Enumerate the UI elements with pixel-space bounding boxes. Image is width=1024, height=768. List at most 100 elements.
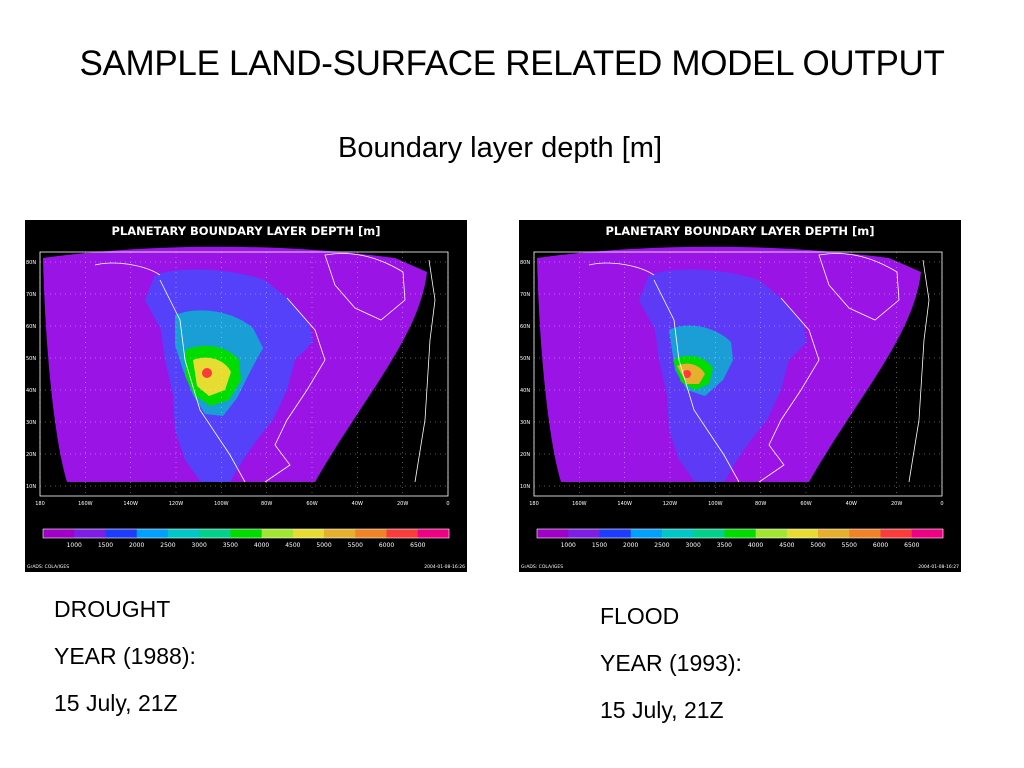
colorbar-label: 5000	[810, 542, 825, 549]
colorbar-segment	[911, 529, 944, 538]
footer-right: 2004-01-08-16:27	[918, 564, 959, 570]
lon-label: 120W	[169, 501, 184, 507]
colorbar-segment	[661, 529, 694, 538]
slide-title: SAMPLE LAND-SURFACE RELATED MODEL OUTPUT	[79, 44, 945, 83]
colorbar-segment	[755, 529, 788, 538]
lon-label: 180	[35, 501, 45, 507]
lon-label: 80W	[261, 501, 272, 507]
colorbar-segment	[386, 529, 419, 538]
colorbar-segment	[724, 529, 756, 538]
colorbar-segment	[292, 529, 325, 538]
map-panel-flood: PLANETARY BOUNDARY LAYER DEPTH [m] 80N 70…	[519, 220, 961, 572]
colorbar-labels: 1000 1500 2000 2500 3000 3500 4000 4500 5000 5500…	[561, 542, 920, 549]
footer-left: GrADS: COLA/IGES	[27, 564, 69, 570]
lat-label: 40N	[26, 388, 36, 394]
colorbar-label: 6000	[873, 542, 888, 549]
max-pbl-spot	[683, 370, 691, 378]
lat-label: 50N	[26, 356, 36, 362]
caption-line-3: 15 July, 21Z	[54, 690, 178, 716]
graticule	[533, 252, 943, 496]
lon-label: 40W	[846, 501, 857, 507]
colorbar-label: 3000	[192, 542, 207, 549]
lon-label: 0	[940, 501, 943, 507]
colorbar-label: 1000	[67, 542, 82, 549]
colorbar-label: 3500	[223, 542, 238, 549]
lat-label: 60N	[520, 324, 530, 330]
caption-line-2: YEAR (1993):	[600, 650, 742, 676]
coastline	[588, 262, 655, 276]
colorbar-label: 3000	[686, 542, 701, 549]
lat-label: 80N	[26, 260, 36, 266]
map-frame	[533, 251, 943, 497]
colorbar-segment	[786, 529, 819, 538]
lat-labels: 80N 70N 60N 50N 40N 30N 20N 10N	[520, 260, 530, 490]
colorbar-segment	[199, 529, 231, 538]
colorbar-segment	[261, 529, 294, 538]
footer-right: 2004-01-08-16:26	[424, 564, 465, 570]
colorbar-labels: 1000 1500 2000 2500 3000 3500 4000 4500 5000 5500…	[67, 542, 426, 549]
colorbar-label: 5500	[348, 542, 363, 549]
colorbar-segment	[74, 529, 106, 538]
colorbar-frame	[42, 528, 450, 539]
colorbar-label: 4500	[285, 542, 300, 549]
lat-label: 70N	[26, 292, 36, 298]
colorbar-segment	[417, 529, 450, 538]
lat-label: 20N	[520, 452, 530, 458]
africa-europe-coast	[908, 259, 930, 483]
coastline-west	[159, 279, 246, 483]
pbl-depth-map-1993: PLANETARY BOUNDARY LAYER DEPTH [m] 80N 70…	[519, 220, 961, 572]
colorbar-label: 6500	[904, 542, 919, 549]
lon-label: 180	[529, 501, 539, 507]
colorbar-label: 6500	[410, 542, 425, 549]
lon-label: 80W	[755, 501, 766, 507]
lon-label: 140W	[617, 501, 632, 507]
colorbar-label: 1500	[98, 542, 113, 549]
colorbar-label: 6000	[379, 542, 394, 549]
map-frame	[39, 251, 449, 497]
lat-label: 30N	[520, 420, 530, 426]
caption-drought: DROUGHT YEAR (1988): 15 July, 21Z	[54, 586, 196, 727]
colorbar-segment	[599, 529, 631, 538]
colorbar-segment	[849, 529, 881, 538]
very-high-pbl-field	[677, 363, 705, 384]
caption-line-1: FLOOD	[600, 603, 680, 629]
footer-left: GrADS: COLA/IGES	[521, 564, 563, 570]
colorbar-label: 5500	[842, 542, 857, 549]
colorbar-frame	[536, 528, 944, 539]
lon-label: 100W	[214, 501, 229, 507]
greenland-outline	[818, 253, 900, 321]
lat-label: 10N	[520, 484, 530, 490]
colorbar-segment	[230, 529, 262, 538]
greenland-outline	[324, 253, 406, 321]
lat-label: 20N	[26, 452, 36, 458]
colorbar-segment	[880, 529, 913, 538]
slide-subtitle: Boundary layer depth [m]	[337, 132, 662, 164]
map-title: PLANETARY BOUNDARY LAYER DEPTH [m]	[605, 224, 874, 238]
lon-label: 60W	[800, 501, 811, 507]
lon-label: 140W	[123, 501, 138, 507]
graticule	[39, 252, 449, 496]
lat-label: 10N	[26, 484, 36, 490]
lon-label: 20W	[397, 501, 408, 507]
lat-label: 40N	[520, 388, 530, 394]
max-pbl-spot	[202, 368, 212, 378]
caption-line-1: DROUGHT	[54, 596, 171, 622]
colorbar	[536, 528, 944, 539]
coastline-east	[264, 297, 326, 483]
lat-label: 50N	[520, 356, 530, 362]
lon-label: 120W	[663, 501, 678, 507]
colorbar-segment	[537, 529, 569, 538]
colorbar-segment	[355, 529, 387, 538]
colorbar-label: 4000	[748, 542, 763, 549]
map-panel-drought: PLANETARY BOUNDARY LAYER DEPTH [m] 80N 70…	[25, 220, 467, 572]
colorbar-segment	[43, 529, 75, 538]
colorbar-label: 2500	[160, 542, 175, 549]
colorbar-label: 2500	[654, 542, 669, 549]
lon-labels: 180 160W 140W 120W 100W 80W 60W 40W 20W 0	[529, 501, 943, 507]
colorbar-segment	[136, 529, 169, 538]
map-title: PLANETARY BOUNDARY LAYER DEPTH [m]	[111, 224, 380, 238]
colorbar-segment	[693, 529, 725, 538]
lon-label: 40W	[352, 501, 363, 507]
lat-label: 70N	[520, 292, 530, 298]
lat-label: 60N	[26, 324, 36, 330]
